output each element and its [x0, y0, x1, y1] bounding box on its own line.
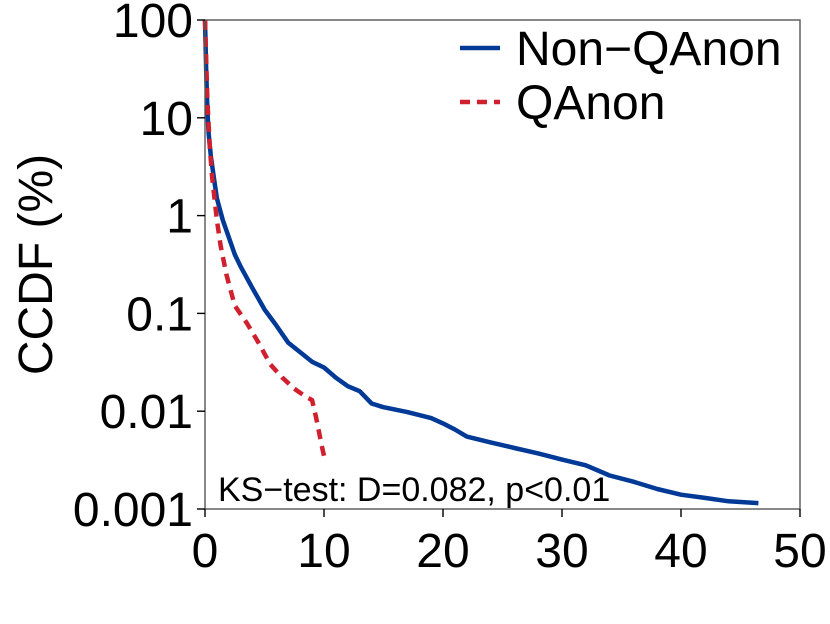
x-tick-label: 0: [192, 525, 219, 578]
y-tick-label: 100: [113, 0, 193, 48]
y-tick-label: 0.001: [73, 484, 193, 537]
legend-label-qanon: QAnon: [516, 77, 665, 130]
y-tick-label: 0.01: [100, 386, 193, 439]
x-tick-label: 30: [535, 525, 588, 578]
x-tick-label: 40: [654, 525, 707, 578]
ticks-layer: 0 10 20 30 40 50 0.001 0.01 0.1 1 10 100: [73, 0, 827, 578]
legend: Non−QAnon QAnon: [460, 23, 782, 130]
plot-frame: [204, 19, 801, 510]
x-tick-label: 10: [297, 525, 350, 578]
y-tick-label: 10: [140, 93, 193, 146]
x-tick-label: 20: [416, 525, 469, 578]
legend-label-non-qanon: Non−QAnon: [516, 23, 782, 76]
series-layer: [202, 19, 759, 506]
y-tick-label: 0.1: [126, 288, 193, 341]
y-tick-label: 1: [166, 191, 193, 244]
ks-test-annotation: KS−test: D=0.082, p<0.01: [218, 471, 610, 509]
x-tick-label: 50: [773, 525, 826, 578]
series-line-non-qanon: [202, 19, 759, 506]
y-axis-title: CCDF (%): [10, 154, 63, 375]
series-line-qanon: [202, 19, 327, 457]
